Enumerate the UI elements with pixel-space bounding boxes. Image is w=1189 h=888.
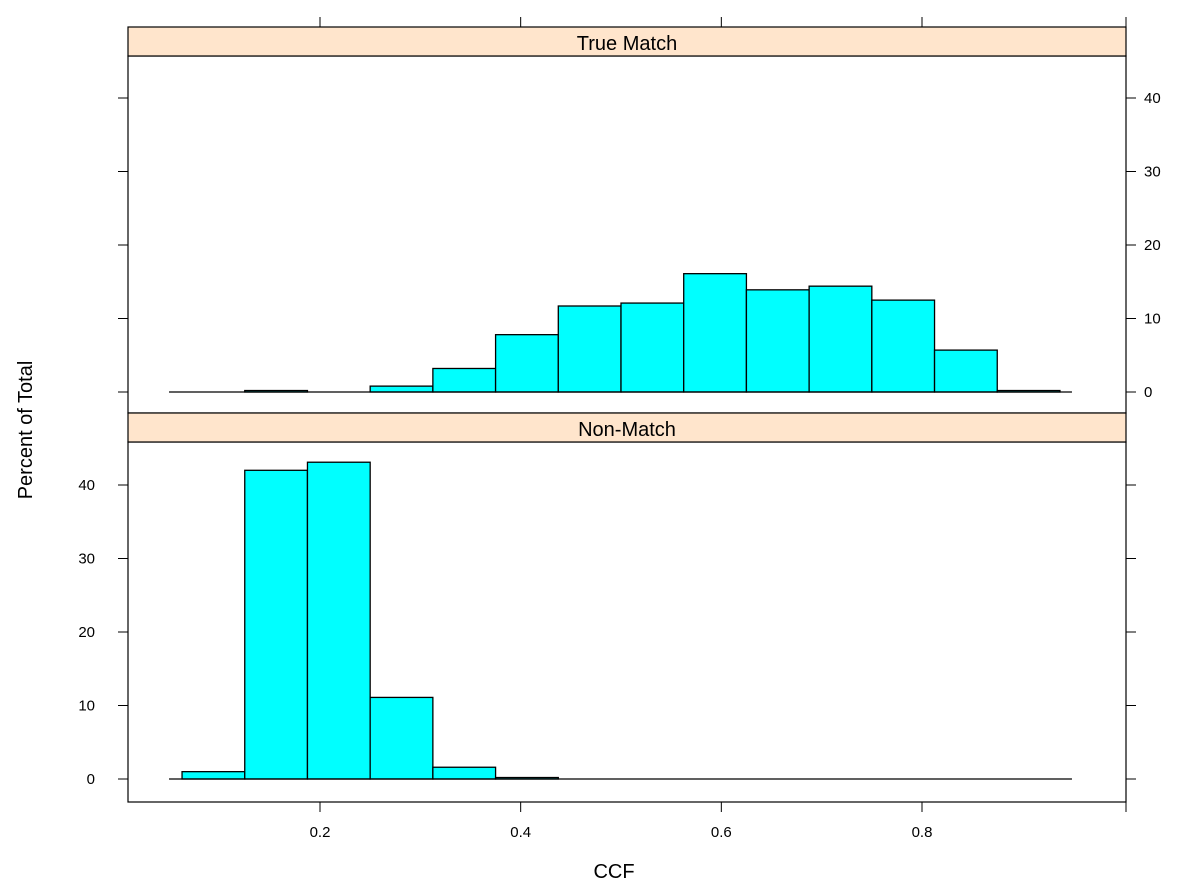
bar-true-match-8 [683, 273, 748, 393]
x-tick-label: 0.8 [912, 824, 933, 841]
strip-label-true-match: True Match [577, 33, 677, 55]
strip-non-match [127, 412, 1127, 443]
y-tick-label-non-match: 0 [87, 771, 95, 788]
bar-true-match-11 [871, 299, 936, 393]
bar-true-match-3 [369, 385, 434, 393]
y-tick-label-true-match: 30 [1144, 164, 1161, 181]
axes-layer: 0 10 20 30 40 0 10 20 30 40 0.2 0.4 0.6 0.8 [78, 17, 1161, 841]
y-tick-label-non-match: 30 [78, 551, 95, 568]
y-tick-label-non-match: 20 [78, 624, 95, 641]
bar-true-match-12 [933, 349, 998, 393]
bar-true-match-9 [745, 289, 810, 393]
bar-non-match-2 [306, 461, 371, 780]
y-tick-label-true-match: 20 [1144, 237, 1161, 254]
panel-true-match: True Match [127, 26, 1127, 414]
panel-non-match: Non-Match [127, 412, 1127, 803]
bar-true-match-6 [557, 305, 622, 393]
strip-true-match [127, 26, 1127, 57]
y-tick-label-true-match: 0 [1144, 384, 1152, 401]
y-tick-label-non-match: 40 [78, 477, 95, 494]
bar-true-match-5 [494, 334, 559, 393]
bar-non-match-4 [432, 766, 497, 780]
bar-true-match-4 [432, 367, 497, 393]
y-tick-label-non-match: 10 [78, 698, 95, 715]
x-axis-title: CCF [593, 861, 634, 883]
bar-non-match-3 [369, 696, 434, 780]
x-tick-label: 0.6 [711, 824, 732, 841]
panels-layer: True Match Non-Match [127, 26, 1127, 803]
bar-non-match-1 [244, 469, 309, 780]
y-tick-label-true-match: 10 [1144, 311, 1161, 328]
x-tick-label: 0.4 [510, 824, 531, 841]
y-tick-label-true-match: 40 [1144, 90, 1161, 107]
bar-true-match-7 [620, 302, 685, 393]
strip-label-non-match: Non-Match [578, 419, 676, 441]
bar-non-match-0 [181, 771, 246, 780]
x-tick-label: 0.2 [310, 824, 331, 841]
bar-true-match-10 [808, 285, 873, 393]
y-axis-title: Percent of Total [15, 361, 37, 500]
